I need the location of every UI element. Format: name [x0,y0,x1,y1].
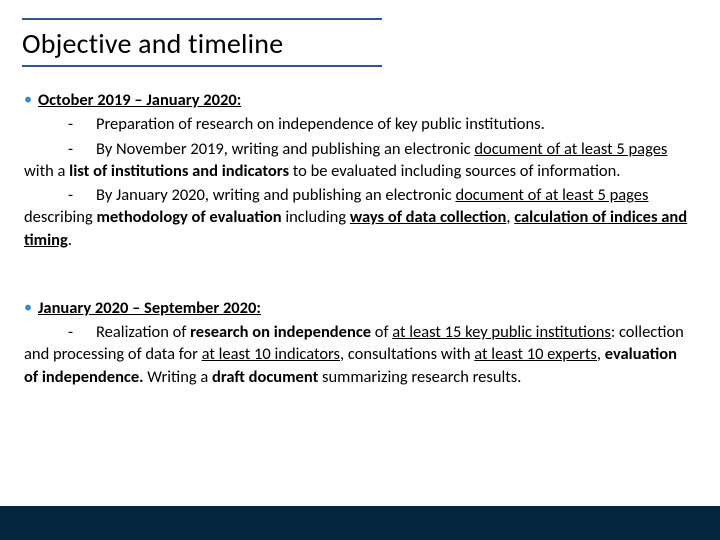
text-run: document of at least 5 pages [474,139,667,159]
text-run: , [597,344,605,364]
text-run: summarizing research results. [318,367,521,387]
section-heading: October 2019 – January 2020: [38,89,241,111]
dash-item: -Preparation of research on independence… [24,113,692,135]
text-run: Preparation of research on independence … [96,114,545,134]
text-run: describing [24,207,96,227]
bullet-icon: • [24,89,32,111]
text-run: , consultations with [340,344,474,364]
title-rule-box: Objective and timeline [22,18,382,67]
text-run: to be evaluated including sources of inf… [289,161,620,181]
text-run: at least 15 key public institutions [392,322,611,342]
section-heading: January 2020 – September 2020: [38,297,261,319]
text-run: Realization of [96,322,190,342]
text-run: including [282,207,350,227]
text-run: ways of data collection [350,207,506,227]
slide-body: •October 2019 – January 2020:-Preparatio… [22,89,698,388]
text-run: By January 2020, writing and publishing … [96,185,455,205]
text-run: . [68,230,72,250]
bullet-icon: • [24,297,32,319]
dash-icon: - [68,138,96,160]
slide-title: Objective and timeline [22,26,382,61]
section-heading-row: • January 2020 – September 2020: [24,297,692,319]
text-run: methodology of evaluation [96,207,281,227]
text-run: at least 10 indicators [202,344,340,364]
dash-icon: - [68,184,96,206]
text-run: with a [24,161,69,181]
text-run: Writing a [144,367,212,387]
dash-item: -Realization of research on independence… [24,321,692,388]
section-heading-row: • October 2019 – January 2020: [24,89,692,111]
slide: Objective and timeline • October 2019 – J… [0,0,720,540]
dash-icon: - [68,321,96,343]
dash-item: -By January 2020, writing and publishing… [24,184,692,251]
text-run: By November 2019, writing and publishing… [96,139,474,159]
text-run: document of at least 5 pages [455,185,648,205]
footer-bar [0,506,720,540]
text-run: draft document [212,367,318,387]
text-run: list of institutions and indicators [69,161,289,181]
text-run: research on independence [190,322,371,342]
text-run: of [371,322,392,342]
dash-icon: - [68,113,96,135]
text-run: at least 10 experts [474,344,597,364]
dash-item: -By November 2019, writing and publishin… [24,138,692,183]
